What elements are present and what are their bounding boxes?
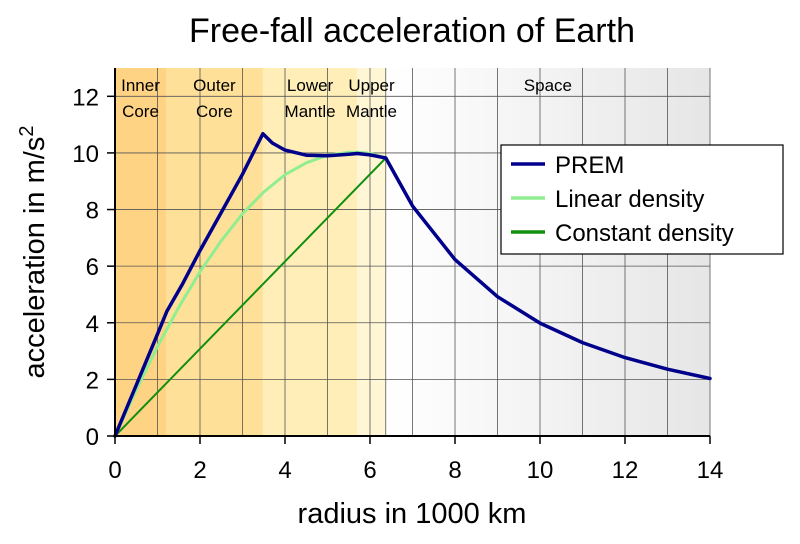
y-tick-label-0: 0 (86, 424, 99, 451)
legend-box (500, 144, 784, 255)
region-label-1-1: Core (196, 102, 233, 121)
series-line-constant-density (114, 157, 387, 437)
x-tick-label-4: 8 (448, 457, 461, 484)
series-line-prem (113, 131, 712, 438)
region-label-4-0: Space (524, 76, 572, 95)
y-tick-label-4: 8 (86, 198, 99, 225)
plot-frame (114, 68, 710, 437)
chart-title: Free-fall acceleration of Earth (189, 12, 635, 50)
legend-label-0: PREM (555, 152, 624, 179)
y-tick-label-5: 10 (72, 141, 99, 168)
y-tick-label-2: 4 (86, 311, 99, 338)
region-label-0-0: Inner (121, 76, 160, 95)
x-tick-label-7: 14 (697, 457, 724, 484)
x-tick-label-0: 0 (108, 457, 121, 484)
region-label-1-0: Outer (193, 76, 236, 95)
legend: PREM Linear density Constant density (500, 144, 784, 255)
y-tick-label-1: 2 (86, 367, 99, 394)
x-tick-label-1: 2 (193, 457, 206, 484)
x-tick-label-3: 6 (363, 457, 376, 484)
y-axis-label-text: acceleration in m/s (19, 137, 51, 379)
region-label-0-1: Core (122, 102, 159, 121)
region-label-2-1: Mantle (285, 102, 336, 121)
y-tick-label-3: 6 (86, 254, 99, 281)
region-3 (357, 68, 386, 436)
region-2 (262, 68, 358, 436)
x-tick-label-2: 4 (278, 457, 291, 484)
region-label-2-0: Lower (287, 76, 334, 95)
x-tick-label-5: 10 (527, 457, 554, 484)
x-axis-label: radius in 1000 km (298, 498, 527, 530)
series-lines (113, 131, 712, 438)
y-tick-label-6: 12 (72, 84, 99, 111)
x-tick-label-6: 12 (612, 457, 639, 484)
legend-label-1: Linear density (555, 186, 704, 213)
y-axis-label: acceleration in m/s2 (16, 126, 51, 379)
y-axis-label-sup: 2 (16, 126, 38, 137)
region-label-3-0: Upper (348, 76, 395, 95)
region-label-3-1: Mantle (346, 102, 397, 121)
region-labels: Inner Core Outer Core Lower Mantle Upper Mantle… (121, 76, 572, 121)
tick-labels: 0 2 4 6 8 10 12 14 0 2 4 6 8 10 12 (72, 84, 723, 484)
legend-label-2: Constant density (555, 220, 734, 247)
